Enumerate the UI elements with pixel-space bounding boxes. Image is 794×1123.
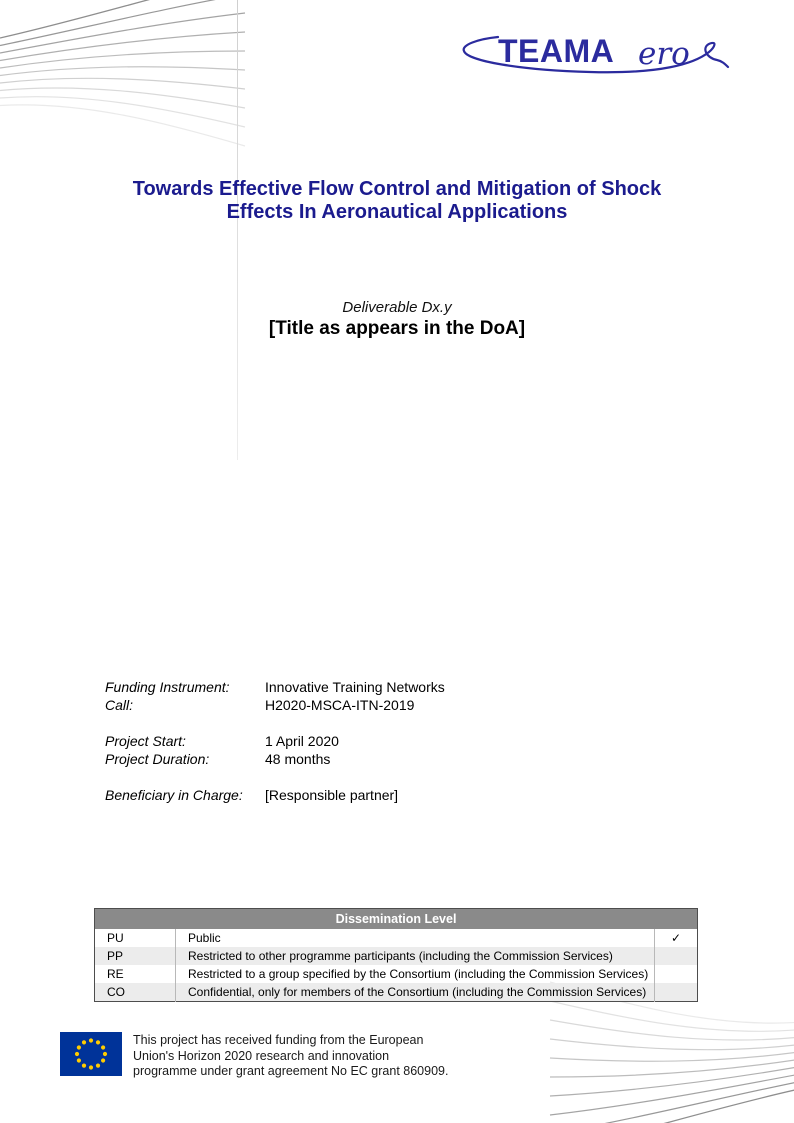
vertical-guide-line xyxy=(237,0,238,460)
dissemination-description: Restricted to other programme participan… xyxy=(175,947,655,965)
dissemination-header-row: Dissemination Level xyxy=(94,908,698,929)
project-title: Towards Effective Flow Control and Mitig… xyxy=(132,178,662,223)
funding-instrument-label: Funding Instrument: xyxy=(105,679,230,695)
dissemination-code: RE xyxy=(107,967,124,981)
call-value: H2020-MSCA-ITN-2019 xyxy=(265,697,415,713)
project-info-row: Project Start: 1 April 2020 xyxy=(105,732,445,750)
decorative-swirl-top-left xyxy=(0,0,246,147)
checkmark-cell: ✓ xyxy=(654,929,698,947)
project-info-row: Project Duration: 48 months xyxy=(105,750,445,768)
table-row: CO Confidential, only for members of the… xyxy=(94,983,698,1002)
project-info-row: Call: H2020-MSCA-ITN-2019 xyxy=(105,696,445,714)
logo-text-main: TEAMA xyxy=(498,33,614,69)
deliverable-title: [Title as appears in the DoA] xyxy=(268,318,526,339)
funding-statement: This project has received funding from t… xyxy=(133,1033,449,1078)
dissemination-code: CO xyxy=(94,983,176,1002)
project-start-label: Project Start: xyxy=(105,733,186,749)
decorative-swirl-bottom-right xyxy=(549,981,794,1123)
logo-swoosh-icon xyxy=(462,35,730,74)
dissemination-code: PP xyxy=(94,947,176,965)
project-info-block: Funding Instrument: Innovative Training … xyxy=(105,678,445,804)
call-label: Call: xyxy=(105,697,134,713)
deliverable-label: Deliverable Dx.y xyxy=(342,299,452,316)
dissemination-description: Restricted to a group specified by the C… xyxy=(175,965,655,983)
checkmark-cell xyxy=(654,965,698,983)
dissemination-header: Dissemination Level xyxy=(94,908,698,929)
table-row: PP Restricted to other programme partici… xyxy=(94,947,698,965)
dissemination-description: Public xyxy=(175,929,655,947)
project-duration-value: 48 months xyxy=(265,751,331,767)
logo-text-script: ero xyxy=(638,36,690,72)
dissemination-code: PU xyxy=(107,931,124,945)
checkmark-cell xyxy=(654,983,698,1002)
project-info-row: Funding Instrument: Innovative Training … xyxy=(105,678,445,696)
checkmark-cell xyxy=(654,947,698,965)
eu-flag-icon xyxy=(60,1032,122,1076)
project-start-value: 1 April 2020 xyxy=(265,733,339,749)
dissemination-level-table: Dissemination Level PU Public ✓ PP Restr… xyxy=(94,908,698,1002)
project-duration-label: Project Duration: xyxy=(105,751,210,767)
project-info-row: Beneficiary in Charge: [Responsible part… xyxy=(105,786,445,804)
teamaero-logo: TEAMA ero xyxy=(462,33,730,74)
beneficiary-value: [Responsible partner] xyxy=(265,787,399,803)
funding-instrument-value: Innovative Training Networks xyxy=(265,679,445,695)
dissemination-description: Confidential, only for members of the Co… xyxy=(175,983,655,1002)
beneficiary-label: Beneficiary in Charge: xyxy=(105,787,243,803)
table-row: PU Public ✓ xyxy=(95,929,698,947)
table-row: RE Restricted to a group specified by th… xyxy=(95,965,698,983)
